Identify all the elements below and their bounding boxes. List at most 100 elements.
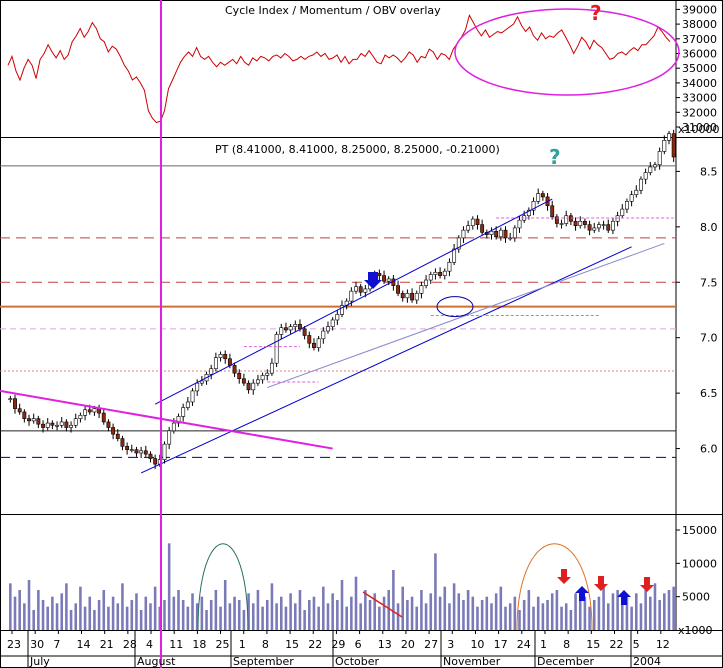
volume-bar	[476, 606, 479, 630]
date-tick-label: 14	[77, 638, 91, 651]
volume-bar	[228, 603, 232, 630]
candle-body	[22, 411, 27, 419]
volume-bar	[625, 596, 629, 630]
candle-body	[143, 450, 148, 455]
date-tick-label: 8	[563, 638, 570, 651]
volume-bar	[177, 590, 180, 630]
volume-bar	[550, 593, 554, 630]
volume-bar	[37, 590, 40, 630]
osc-multiplier-label: x10000	[678, 123, 720, 136]
candle-body	[396, 285, 400, 294]
candle-body	[255, 379, 260, 384]
volume-bar	[499, 586, 503, 630]
volume-bar	[555, 590, 559, 630]
osc-tick-label: 34000	[682, 77, 717, 90]
candle-body	[414, 293, 419, 301]
candle-body	[288, 326, 293, 331]
candle-body	[615, 215, 620, 222]
candle-body	[13, 398, 17, 409]
volume-bar	[368, 600, 372, 630]
candle-body	[302, 328, 307, 336]
volume-bar	[396, 603, 400, 630]
candle-body	[433, 271, 438, 275]
candle-body	[101, 412, 106, 423]
volume-bar	[354, 576, 358, 630]
volume-bar	[51, 596, 54, 630]
candle-body	[489, 230, 494, 235]
date-tick-label: 12	[656, 638, 670, 651]
date-tick-label: 22	[308, 638, 322, 651]
candle-body	[503, 229, 508, 239]
volume-bar	[663, 593, 666, 630]
osc-tick-label: 38000	[682, 18, 717, 31]
month-label: September	[233, 655, 294, 668]
date-tick-label: 27	[424, 638, 438, 651]
candle-body	[27, 418, 31, 422]
volume-bar	[279, 596, 283, 630]
volume-bar	[387, 590, 390, 630]
volume-bar	[522, 600, 526, 630]
candle-body	[424, 279, 429, 286]
volume-bar	[163, 600, 166, 630]
month-label: July	[29, 655, 50, 668]
candle-body	[223, 354, 228, 360]
candle-body	[321, 330, 326, 340]
volume-bar	[606, 603, 610, 630]
blue-up-arrow	[575, 586, 589, 601]
volume-bar	[186, 606, 190, 630]
volume-bar	[504, 606, 507, 630]
volume-bar	[60, 593, 64, 630]
volume-bar	[88, 596, 92, 630]
volume-bar	[18, 590, 21, 630]
volume-bar	[242, 610, 246, 630]
candle-body	[176, 416, 181, 424]
volume-bar	[448, 603, 451, 630]
volume-bar	[373, 593, 376, 630]
candle-body	[611, 220, 615, 231]
candle-body	[125, 446, 130, 450]
volume-bar	[350, 596, 353, 630]
date-tick-label: 15	[285, 638, 299, 651]
volume-bar	[275, 603, 278, 630]
volume-bar	[644, 590, 647, 630]
volume-bar	[55, 603, 59, 630]
candle-body	[634, 189, 639, 195]
date-tick-label: 21	[100, 638, 114, 651]
candle-body	[195, 382, 200, 392]
candle-body	[540, 193, 545, 198]
osc-tick-label: 39000	[682, 3, 717, 16]
volume-bar	[284, 606, 288, 630]
candle-body	[386, 278, 391, 282]
date-tick-label: 29	[331, 638, 345, 651]
volume-bar	[527, 590, 531, 630]
volume-bar	[462, 600, 465, 630]
volume-arc-orange	[516, 543, 593, 631]
date-tick-label: 20	[401, 638, 415, 651]
candle-body	[284, 327, 288, 331]
volume-bar	[490, 603, 493, 630]
volume-bar	[312, 596, 316, 630]
candle-body	[199, 380, 204, 384]
month-label: August	[137, 655, 176, 668]
candle-body	[227, 358, 232, 366]
candle-body	[494, 230, 499, 238]
volume-bar	[93, 610, 96, 630]
osc-tick-label: 35000	[682, 62, 717, 75]
volume-bar	[233, 596, 236, 630]
candle-body	[559, 223, 564, 225]
date-tick-label: 3	[447, 638, 454, 651]
volume-bar	[83, 606, 87, 630]
candle-body	[69, 424, 73, 428]
candle-body	[606, 224, 611, 231]
date-tick-label: 1	[239, 638, 246, 651]
volume-bar	[32, 610, 35, 630]
red-down-arrow	[557, 569, 571, 584]
volume-bar	[317, 606, 320, 630]
volume-bar	[471, 596, 475, 630]
candle-body	[185, 401, 190, 408]
volume-bar	[298, 590, 302, 630]
volume-bar	[578, 600, 582, 630]
volume-bar	[121, 583, 124, 630]
volume-bar	[41, 600, 45, 630]
